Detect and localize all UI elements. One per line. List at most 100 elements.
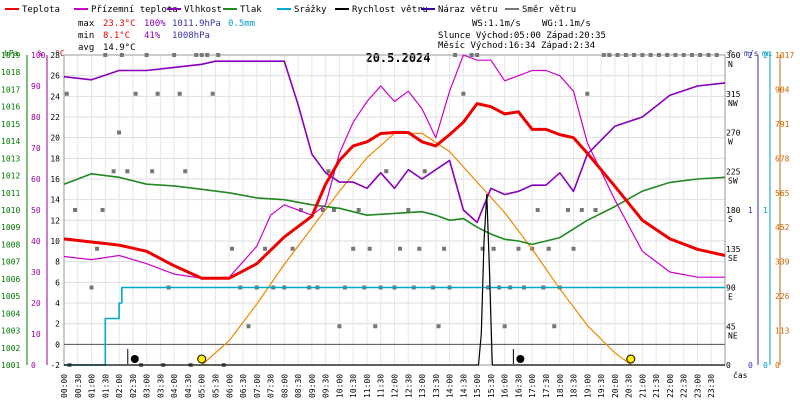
direction-point [689, 53, 694, 57]
direction-point [150, 169, 155, 174]
direction-point [133, 91, 138, 96]
direction-point [706, 53, 711, 57]
x-tick-label: 20:00 [611, 374, 620, 398]
temperature-tick-label: -2 [50, 361, 60, 370]
x-tick-label: 13:00 [418, 374, 427, 398]
stats-ws: WS:1.1m/s [472, 19, 521, 29]
humidity-tick-label: 100 [31, 51, 46, 60]
x-tick-label: 04:00 [170, 374, 179, 398]
direction-point [535, 208, 540, 212]
direction-point [230, 246, 235, 251]
x-tick-label: 14:00 [446, 374, 455, 398]
stats-avg-temp: 14.9°C [103, 43, 136, 53]
direction-cardinal-label: NE [728, 331, 738, 340]
direction-point [367, 246, 372, 251]
humidity-tick-label: 30 [31, 268, 41, 277]
x-tick-label: 18:30 [570, 374, 579, 398]
direction-point [205, 53, 210, 57]
pressure-tick-label: 1001 [1, 361, 20, 370]
legend-label: Směr větru [522, 5, 576, 15]
direction-point [155, 91, 160, 96]
axis-header: mm [762, 49, 772, 58]
axis-header: hPa [4, 49, 19, 58]
pressure-tick-label: 1006 [1, 275, 20, 284]
direction-point [623, 53, 628, 57]
pressure-tick-label: 1009 [1, 223, 20, 232]
axis-header: ° [728, 49, 733, 58]
humidity-tick-label: 50 [31, 206, 41, 215]
direction-point [585, 91, 590, 96]
direction-point [681, 53, 686, 57]
direction-point [337, 324, 342, 329]
direction-point [183, 169, 188, 174]
pressure-tick-label: 1014 [1, 137, 20, 146]
temperature-tick-label: 14 [50, 196, 60, 205]
direction-tick-label: 315 [726, 90, 741, 99]
direction-point [356, 208, 361, 212]
direction-tick-label: 45 [726, 322, 736, 331]
x-tick-label: 20:30 [625, 374, 634, 398]
x-tick-label: 11:30 [377, 374, 386, 398]
direction-point [326, 169, 331, 174]
x-tick-label: 18:00 [556, 374, 565, 398]
radiation-tick-label: 791 [775, 120, 790, 129]
legend-label: Tlak [240, 5, 262, 15]
pressure-tick-label: 1004 [1, 309, 20, 318]
legend: Teplota Přízemní teplota Vlhkost Tlak Srážky… [5, 5, 576, 15]
direction-point [298, 208, 303, 212]
x-tick-label: 09:00 [308, 374, 317, 398]
humidity-tick-label: 0 [31, 361, 36, 370]
humidity-tick-label: 10 [31, 330, 41, 339]
stats-min-label: min [78, 31, 94, 41]
series-line-rychlost-v-tru [64, 193, 725, 366]
radiation-tick-label: 1017 [775, 51, 794, 60]
temperature-tick-label: 12 [50, 216, 60, 225]
pressure-tick-label: 1015 [1, 120, 20, 129]
axis-header: °C [55, 49, 65, 58]
direction-point [475, 53, 480, 57]
stats-min-temp: 8.1°C [103, 31, 130, 41]
x-tick-label: 00:30 [74, 374, 83, 398]
x-tick-label: 04:30 [184, 374, 193, 398]
x-tick-label: 22:30 [680, 374, 689, 398]
humidity-tick-label: 40 [31, 237, 41, 246]
direction-point [461, 91, 466, 96]
stats-max-press: 1011.9hPa [172, 19, 221, 29]
x-tick-label: 01:30 [101, 374, 110, 398]
direction-point [373, 324, 378, 329]
direction-tick-label: 180 [726, 206, 741, 215]
radiation-tick-label: 113 [775, 327, 790, 336]
temperature-tick-label: 6 [55, 278, 60, 287]
direction-point [177, 91, 182, 96]
temperature-tick-label: 8 [55, 258, 60, 267]
stats-panel: max 23.3°C 100% 1011.9hPa 0.5mm min 8.1°… [78, 19, 606, 53]
pressure-tick-label: 1019 [1, 51, 20, 60]
humidity-tick-label: 70 [31, 144, 41, 153]
direction-point [632, 53, 637, 57]
temperature-tick-label: 24 [50, 92, 60, 101]
radiation-tick-label: 565 [775, 189, 790, 198]
temperature-tick-label: 20 [50, 134, 60, 143]
stats-max-temp: 23.3°C [103, 19, 136, 29]
moonrise-marker [516, 355, 525, 363]
direction-point [351, 246, 356, 251]
pressure-tick-label: 1017 [1, 85, 20, 94]
direction-point [566, 208, 571, 212]
pressure-tick-label: 1011 [1, 189, 20, 198]
pressure-tick-label: 1010 [1, 206, 20, 215]
humidity-tick-label: 20 [31, 299, 41, 308]
direction-point [714, 53, 719, 57]
stats-max-rain: 0.5mm [228, 19, 255, 29]
x-tick-label: 23:30 [707, 374, 716, 398]
direction-point [656, 53, 661, 57]
x-tick-label: 13:30 [432, 374, 441, 398]
radiation-tick-label: 904 [775, 85, 790, 94]
wind-tick-label: 0 [748, 361, 753, 370]
legend-label: Vlhkost [184, 5, 222, 15]
rain-tick-label: 0 [763, 361, 768, 370]
direction-point [194, 53, 199, 57]
pressure-tick-label: 1012 [1, 172, 20, 181]
direction-point [453, 53, 458, 57]
x-tick-label: 08:00 [280, 374, 289, 398]
direction-point [331, 208, 336, 212]
